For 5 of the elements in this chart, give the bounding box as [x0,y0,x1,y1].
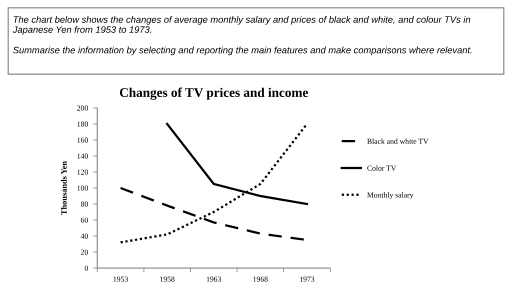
y-axis-title: Thousands Yen [60,161,67,215]
line-series [119,122,308,244]
text: Summarise the information by selecting and reporting the main features and make comparisons where relevant. [13,46,472,56]
text: The chart below shows the changes of average monthly salary and prices of black and white, and colour TVs in Japanese Yen from 1953 to 1973. [12,16,470,35]
chart-title: Changes of TV prices and income [120,88,308,100]
